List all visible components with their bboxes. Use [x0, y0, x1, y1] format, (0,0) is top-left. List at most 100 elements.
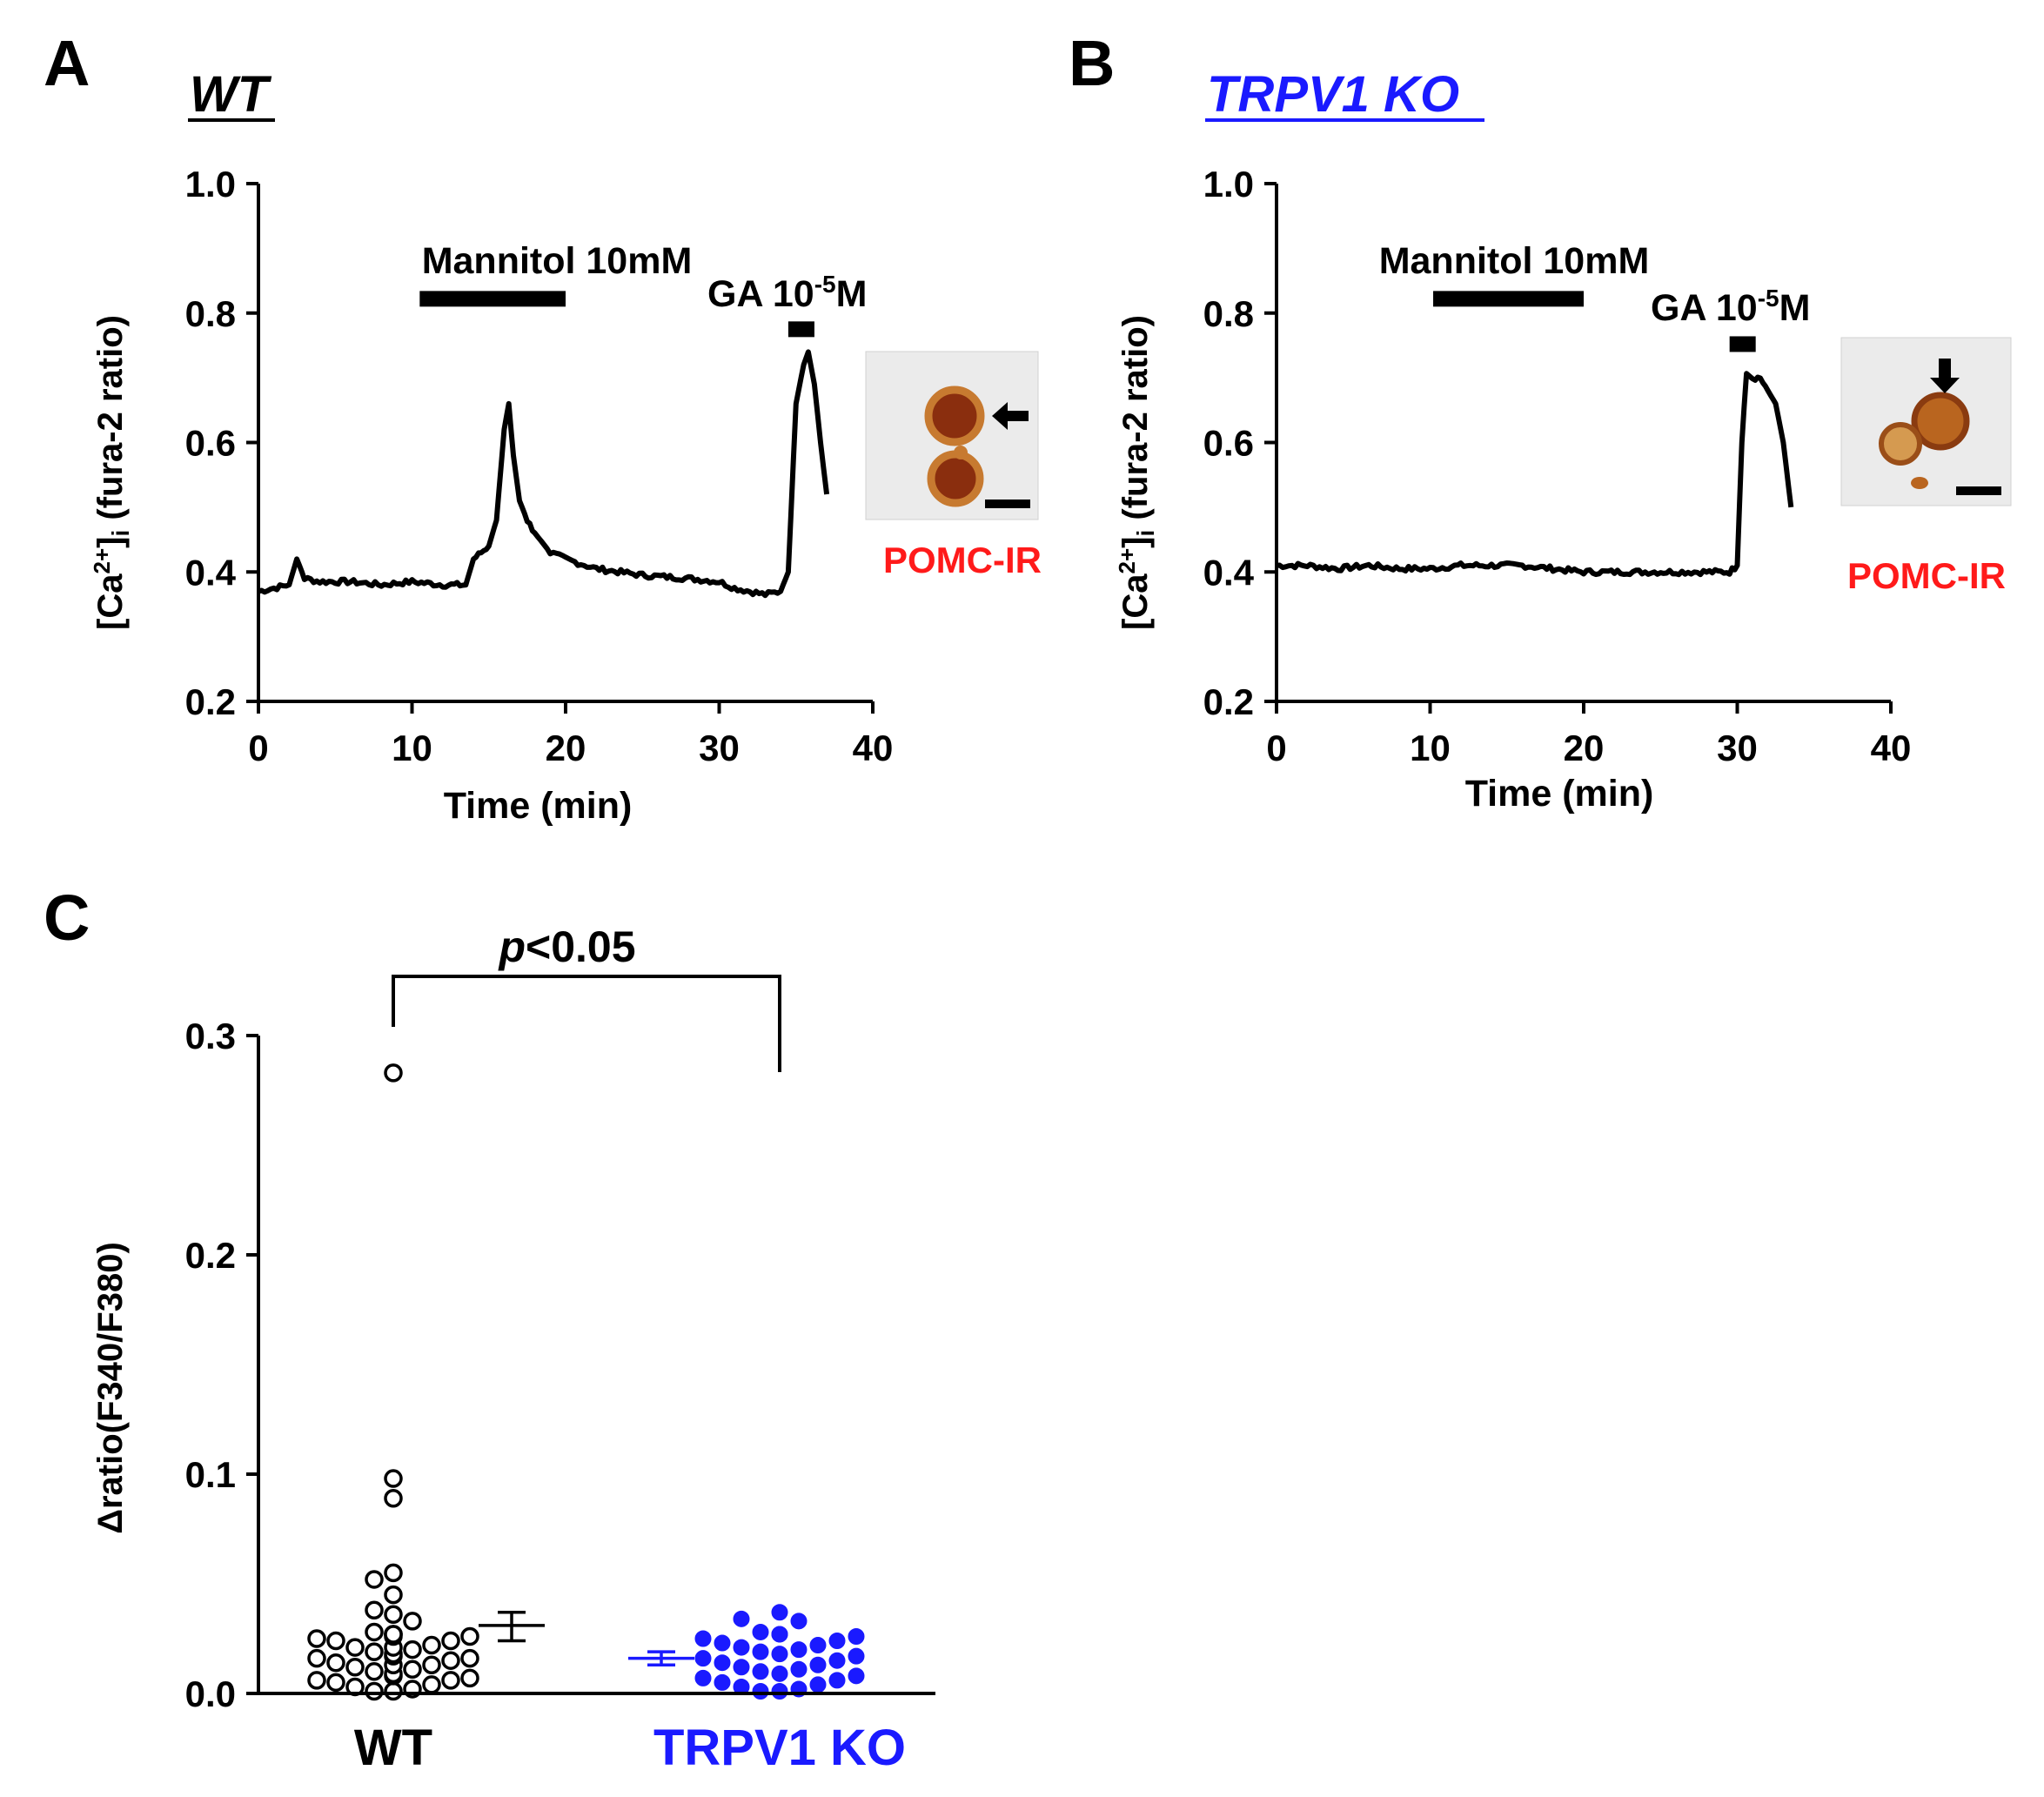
ko-data-point [733, 1639, 750, 1656]
ga-bar [1729, 336, 1756, 352]
y-tick-label: 0.8 [1203, 293, 1254, 334]
significance-bracket [392, 975, 781, 1072]
wt-data-point [384, 1681, 403, 1701]
panel-a-axis-ticks: 0.2 0.4 0.6 0.8 1.0 0 10 20 30 40 [185, 164, 894, 768]
y-tick-label: 0.2 [185, 1235, 236, 1276]
panel-c-category-labels: WT TRPV1 KO [354, 1720, 906, 1776]
wt-data-point [384, 1625, 403, 1644]
ko-data-point [694, 1630, 712, 1647]
wt-data-point [403, 1639, 422, 1660]
panel-a-mannitol-label: Mannitol 10mM [422, 240, 693, 282]
wt-data-point [365, 1600, 384, 1619]
panel-c-ylabel: Δratio(F340/F380) [91, 1242, 130, 1534]
panel-a-ylabel: [Ca2+]i (fura-2 ratio) [89, 315, 134, 630]
panel-b-axis-ticks: 0.2 0.4 0.6 0.8 1.0 0 10 20 30 40 [1203, 164, 1912, 768]
ko-data-point [828, 1652, 846, 1669]
wt-data-point [326, 1653, 345, 1673]
x-tick-label: 0 [248, 728, 268, 768]
wt-data-point [365, 1662, 384, 1681]
panel-c-axes [257, 1036, 935, 1695]
x-tick-label: 30 [1717, 728, 1758, 768]
wt-data-point [384, 1605, 403, 1625]
wt-data-point [384, 1469, 403, 1488]
panel-c-axis-ticks: 0.0 0.1 0.2 0.3 [185, 1016, 258, 1714]
wt-data-point [403, 1612, 422, 1631]
ko-data-point [752, 1623, 769, 1640]
x-tick-label: 20 [1564, 728, 1605, 768]
x-tick-label: 10 [392, 728, 432, 768]
panel-a-calcium-trace [258, 349, 830, 599]
panel-c-mean-sem [479, 1611, 694, 1666]
ko-data-point [809, 1676, 827, 1693]
wt-data-point [307, 1648, 326, 1668]
panel-b-mannitol-label: Mannitol 10mM [1379, 240, 1650, 282]
panel-b-ga-label: GA 10-5M [1651, 285, 1810, 329]
ko-data-point [694, 1669, 712, 1686]
wt-data-point [441, 1651, 460, 1670]
panel-b-pomc-micrograph [1840, 337, 2012, 506]
wt-data-point [307, 1629, 326, 1648]
ko-data-point [752, 1663, 769, 1680]
panel-b-letter: B [1069, 27, 1115, 99]
panel-a-pomc-label: POMC-IR [883, 540, 1042, 580]
y-tick-label: 0.4 [185, 552, 237, 593]
panel-b-xlabel: Time (min) [1465, 773, 1654, 815]
panel-b-genotype-title: TRPV1 KO [1207, 66, 1459, 123]
ko-data-point [771, 1665, 788, 1682]
panel-c: C p<0.05 Δratio(F340/F380) 0.00.10.20.3 … [44, 882, 935, 1776]
ko-data-point [828, 1633, 846, 1650]
wt-data-point [384, 1063, 403, 1083]
y-tick-label: 0.6 [1203, 423, 1254, 464]
ko-data-point [790, 1660, 808, 1678]
ko-data-point [848, 1647, 865, 1665]
ko-data-point [752, 1682, 769, 1700]
ko-data-point [790, 1613, 808, 1630]
y-tick-label: 0.8 [185, 293, 236, 334]
ko-data-point [790, 1641, 808, 1659]
wt-data-point [365, 1681, 384, 1701]
x-tick-label: 10 [1410, 728, 1451, 768]
category-label: WT [354, 1720, 432, 1776]
wt-data-point [384, 1563, 403, 1583]
ga-bar [787, 321, 814, 338]
panel-a-genotype-title: WT [190, 66, 272, 123]
y-tick-label: 1.0 [1203, 164, 1254, 205]
ko-data-point [694, 1650, 712, 1667]
panel-a-treatment-bars [419, 291, 814, 338]
wt-data-point [384, 1585, 403, 1605]
wt-data-point [384, 1488, 403, 1508]
wt-data-point [441, 1671, 460, 1690]
ko-data-point [752, 1643, 769, 1660]
panel-a-pomc-micrograph [865, 351, 1039, 520]
ko-data-point [848, 1627, 865, 1645]
ko-data-point [771, 1682, 788, 1700]
wt-data-point [460, 1648, 479, 1668]
wt-data-point [365, 1622, 384, 1642]
mannitol-bar [419, 291, 566, 307]
wt-data-point [460, 1626, 479, 1646]
ko-data-point [733, 1659, 750, 1676]
ko-data-point [809, 1656, 827, 1673]
panel-b-calcium-trace [1276, 371, 1794, 578]
category-label: TRPV1 KO [653, 1720, 906, 1776]
ko-data-point [771, 1646, 788, 1663]
panel-a: A WT Mannitol 10mM GA 10-5M [Ca2+]i (fur… [44, 27, 1042, 827]
wt-data-point [345, 1658, 365, 1677]
y-tick-label: 0.3 [185, 1016, 236, 1056]
ko-data-point [848, 1667, 865, 1685]
y-tick-label: 0.2 [1203, 681, 1254, 722]
x-tick-label: 0 [1266, 728, 1286, 768]
y-tick-label: 0.2 [185, 681, 236, 722]
ko-data-point [733, 1610, 750, 1627]
panel-b-treatment-bars [1433, 291, 1756, 352]
x-tick-label: 30 [699, 728, 740, 768]
panel-a-ga-label: GA 10-5M [707, 271, 867, 315]
panel-b-pomc-label: POMC-IR [1847, 555, 2006, 596]
wt-data-point [441, 1631, 460, 1651]
ko-data-point [714, 1673, 731, 1691]
ko-data-point [828, 1672, 846, 1689]
wt-data-point [307, 1671, 326, 1690]
ko-data-point [771, 1604, 788, 1621]
wt-data-point [326, 1673, 345, 1693]
